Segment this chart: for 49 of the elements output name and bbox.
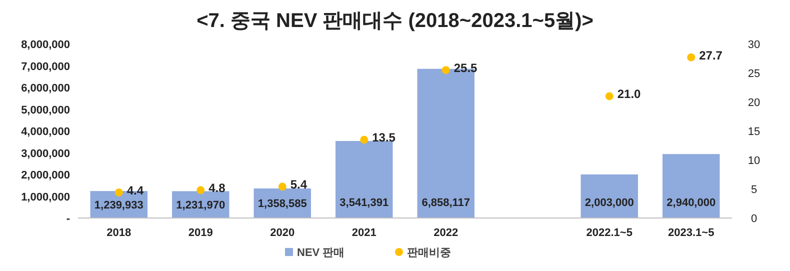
y-tick-label: 5,000,000 (21, 104, 70, 116)
point (114, 188, 123, 196)
y-tick-label: 7,000,000 (21, 60, 70, 73)
data-label: 21.0 (617, 87, 642, 102)
x-tick-label: 2023.1~5 (668, 227, 714, 239)
legend-label: 판매비중 (407, 247, 451, 259)
x-tick-label: 2022 (434, 227, 458, 239)
point (278, 182, 286, 191)
bar (336, 140, 393, 218)
point (687, 53, 696, 62)
bar (662, 154, 720, 218)
data-label: 13.5 (372, 130, 396, 145)
y-tick-label: 3,000,000 (21, 148, 70, 160)
y2-tick-label: 30 (748, 39, 760, 51)
legend-label: NEV 판매 (297, 247, 345, 259)
y-tick-label: 6,000,000 (21, 82, 70, 94)
data-label: 1,231,970 (176, 200, 226, 212)
data-label: 4.4 (126, 183, 144, 198)
chart-title: <7. 중국 NEV 판매대수 (2018~2023.1~5월)> (196, 10, 594, 32)
data-label: 1,239,933 (94, 200, 144, 212)
y2-tick-label: 20 (748, 97, 760, 109)
y-tick-label: - (66, 213, 70, 225)
data-label: 2,003,000 (584, 197, 634, 209)
y2-tick-label: 25 (748, 68, 760, 80)
data-label: 2,940,000 (666, 197, 716, 209)
y2-tick-label: 10 (748, 155, 760, 167)
x-tick-label: 2022.1~5 (586, 227, 632, 239)
point (196, 186, 205, 194)
x-tick-label: 2020 (270, 227, 295, 239)
x-tick-label: 2019 (188, 227, 213, 239)
x-tick-label: 2018 (106, 227, 132, 239)
data-label: 25.5 (454, 61, 478, 76)
y-tick-label: 1,000,000 (21, 191, 70, 204)
point (605, 92, 614, 100)
x-tick-label: 2021 (352, 227, 376, 239)
y2-tick-label: 5 (750, 184, 758, 196)
data-label: 4.8 (208, 181, 226, 196)
point (360, 136, 368, 144)
y2-tick-label: 0 (750, 213, 758, 225)
point (442, 66, 450, 74)
data-label: 3,541,391 (340, 197, 389, 209)
data-label: 5.4 (290, 178, 308, 192)
y-tick-label: 8,000,000 (21, 39, 70, 51)
data-label: 6,858,117 (422, 197, 470, 209)
y-tick-label: 4,000,000 (21, 126, 70, 138)
y2-tick-label: 15 (748, 126, 760, 138)
data-label: 1,358,585 (258, 198, 307, 210)
y-tick-label: 2,000,000 (21, 170, 70, 182)
data-label: 27.7 (699, 48, 723, 62)
